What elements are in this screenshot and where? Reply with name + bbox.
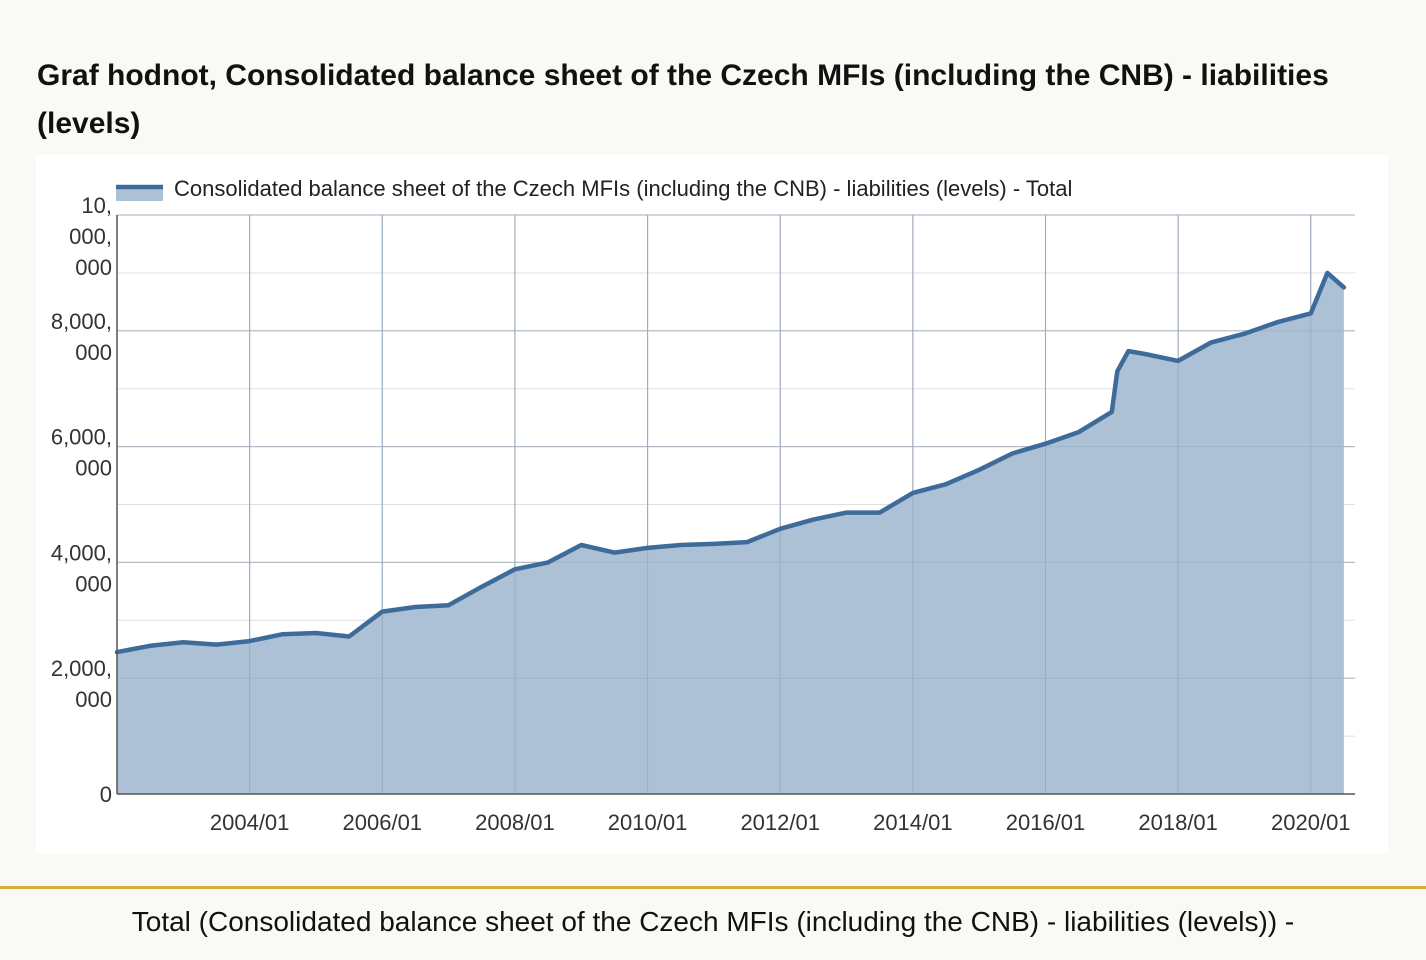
footer-caption: Total (Consolidated balance sheet of the… (131, 906, 1295, 937)
x-tick-label: 2006/01 (343, 810, 423, 835)
y-tick-label: 4,000, 000 (51, 540, 112, 596)
y-tick-label: 2,000, 000 (51, 656, 112, 712)
series-area (117, 272, 1344, 794)
x-tick-label: 2012/01 (740, 810, 820, 835)
x-tick-label: 2008/01 (475, 810, 555, 835)
x-tick-label: 2020/01 (1271, 810, 1351, 835)
series-line (114, 270, 1347, 655)
page-title: Graf hodnot, Consolidated balance sheet … (37, 59, 1329, 140)
x-tick-label: 2010/01 (608, 810, 688, 835)
legend-label: Consolidated balance sheet of the Czech … (174, 176, 1072, 201)
divider (0, 886, 1426, 889)
y-tick-label: 6,000, 000 (51, 425, 112, 481)
y-tick-label: 0 (100, 782, 112, 807)
x-tick-label: 2004/01 (210, 810, 290, 835)
chart-svg: 0 2,000, 000 4,000, 000 6,000, 000 8,000, 000 10,… (51, 176, 1355, 835)
x-tick-label: 2018/01 (1138, 810, 1218, 835)
y-tick-label: 10, 000, 000 (69, 193, 112, 280)
x-tick-label: 2016/01 (1006, 810, 1086, 835)
chart-panel: 0 2,000, 000 4,000, 000 6,000, 000 8,000, 000 10,… (36, 155, 1388, 854)
y-tick-label: 8,000, 000 (51, 309, 112, 365)
x-tick-label: 2014/01 (873, 810, 953, 835)
